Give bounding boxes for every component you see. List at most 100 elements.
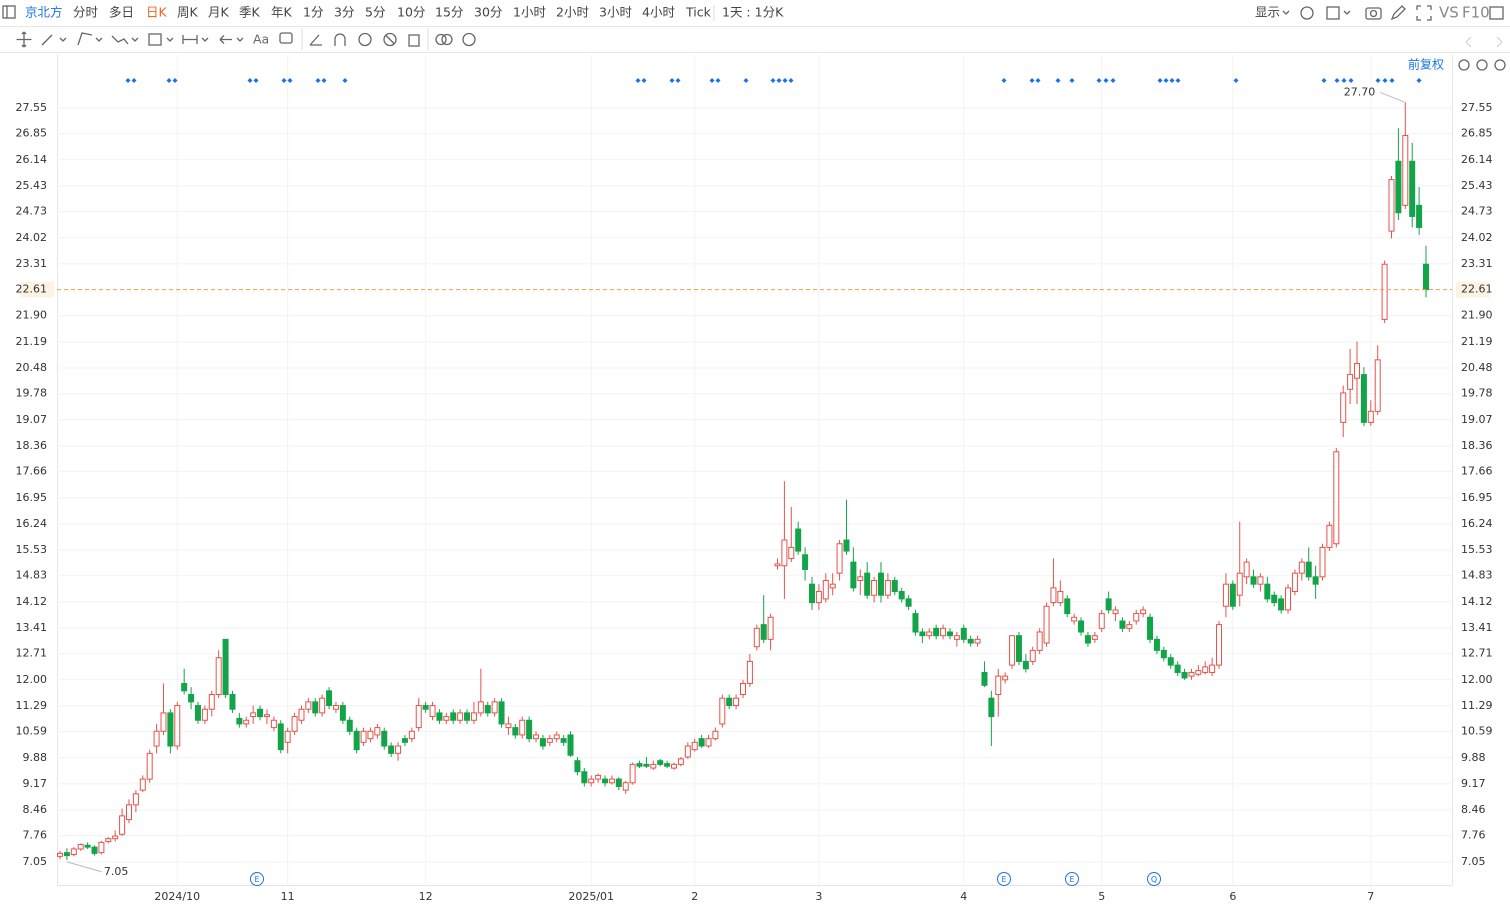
angle-tool[interactable] (309, 34, 322, 46)
event-marker[interactable] (287, 78, 293, 83)
event-marker[interactable] (1055, 78, 1061, 83)
zoom-out-icon[interactable] (1476, 59, 1488, 71)
period-tab[interactable]: 日K (146, 5, 168, 20)
event-marker[interactable] (1110, 78, 1116, 83)
camera-icon[interactable] (1365, 7, 1382, 20)
event-marker[interactable] (1163, 78, 1169, 83)
period-tab[interactable]: 年K (271, 5, 293, 20)
zoom-in-icon[interactable] (1494, 59, 1506, 71)
measure-tool[interactable] (182, 35, 198, 44)
display-menu[interactable]: 显示 (1255, 5, 1280, 20)
delete-tool[interactable] (408, 34, 420, 47)
event-marker[interactable] (1069, 78, 1075, 83)
event-marker[interactable] (770, 78, 776, 83)
redo-icon[interactable] (1496, 36, 1503, 48)
event-marker[interactable] (1375, 78, 1381, 83)
channel-tool[interactable] (77, 32, 93, 46)
event-marker[interactable] (1416, 78, 1422, 83)
period-tab[interactable]: 1分 (303, 5, 323, 20)
fib-tool[interactable] (148, 33, 162, 46)
undo-icon[interactable] (1465, 36, 1472, 48)
event-marker[interactable] (743, 78, 749, 83)
period-tab[interactable]: 周K (177, 5, 199, 20)
event-marker[interactable] (1096, 78, 1102, 83)
event-marker[interactable] (1103, 78, 1109, 83)
period-tab[interactable]: 15分 (435, 5, 463, 20)
fullscreen-icon[interactable] (1416, 5, 1432, 21)
layout-icon[interactable] (1326, 6, 1340, 20)
period-tab[interactable]: 1小时 (513, 5, 546, 20)
f10-button[interactable]: F10 (1462, 4, 1490, 22)
event-marker[interactable] (1169, 78, 1175, 83)
period-tab[interactable]: 4小时 (642, 5, 675, 20)
event-marker[interactable] (1233, 78, 1239, 83)
hide-tool[interactable] (383, 32, 397, 47)
period-tab[interactable]: 3分 (334, 5, 354, 20)
event-badge[interactable] (997, 872, 1011, 886)
text-tool[interactable]: Aa (253, 32, 269, 47)
period-tab[interactable]: 月K (208, 5, 230, 20)
event-marker[interactable] (1157, 78, 1163, 83)
event-marker[interactable] (709, 78, 715, 83)
event-marker[interactable] (675, 78, 681, 83)
event-marker[interactable] (1341, 78, 1347, 83)
event-marker[interactable] (641, 78, 647, 83)
pen-icon[interactable] (1390, 5, 1406, 21)
event-marker[interactable] (247, 78, 253, 83)
lock-tool[interactable] (358, 32, 372, 47)
event-marker[interactable] (281, 78, 287, 83)
vs-button[interactable]: VS (1439, 4, 1459, 22)
event-marker[interactable] (166, 78, 172, 83)
event-marker[interactable] (1334, 78, 1340, 83)
panel-icon[interactable] (1489, 6, 1504, 20)
event-marker[interactable] (1029, 78, 1035, 83)
event-marker[interactable] (172, 78, 178, 83)
event-marker[interactable] (1348, 78, 1354, 83)
event-marker[interactable] (321, 78, 327, 83)
event-marker[interactable] (1035, 78, 1041, 83)
event-badge[interactable] (250, 872, 264, 886)
event-marker[interactable] (315, 78, 321, 83)
reset-icon[interactable] (1458, 59, 1470, 71)
period-tab[interactable]: 季K (239, 5, 261, 20)
settings-icon[interactable] (1300, 6, 1314, 20)
event-marker[interactable] (776, 78, 782, 83)
event-marker[interactable] (125, 78, 131, 83)
period-tab[interactable]: 5分 (365, 5, 385, 20)
event-marker[interactable] (1321, 78, 1327, 83)
period-tab[interactable]: 1天 : 1分K (722, 5, 784, 20)
event-marker[interactable] (788, 78, 794, 83)
pattern-tool[interactable] (111, 35, 129, 45)
event-badge[interactable] (1147, 872, 1161, 886)
move-tool[interactable] (16, 31, 32, 48)
sidebar-icon[interactable] (2, 5, 16, 19)
event-marker[interactable] (635, 78, 641, 83)
magnet-tool[interactable] (334, 33, 346, 46)
event-badge[interactable] (1065, 872, 1079, 886)
candle-body (339, 705, 346, 721)
chart-settings[interactable] (462, 32, 476, 47)
period-tab[interactable]: 多日 (109, 5, 134, 20)
arrow-tool[interactable] (219, 35, 232, 44)
period-tab[interactable]: Tick (685, 5, 712, 20)
event-marker[interactable] (669, 78, 675, 83)
event-marker[interactable] (715, 78, 721, 83)
period-tab[interactable]: 10分 (397, 5, 425, 20)
event-marker[interactable] (342, 78, 348, 83)
event-marker[interactable] (1001, 78, 1007, 83)
note-tool[interactable] (279, 32, 293, 44)
line-tool[interactable] (41, 34, 53, 46)
event-marker[interactable] (782, 78, 788, 83)
period-tab[interactable]: 分时 (73, 5, 99, 20)
event-marker[interactable] (131, 78, 137, 83)
period-tab[interactable]: 3小时 (599, 5, 632, 20)
event-marker[interactable] (1175, 78, 1181, 83)
event-marker[interactable] (253, 78, 259, 83)
period-tab[interactable]: 2小时 (556, 5, 589, 20)
period-tab[interactable]: 京北方 (25, 5, 63, 20)
period-tab[interactable]: 30分 (474, 5, 502, 20)
event-marker[interactable] (1382, 78, 1388, 83)
adjust-mode[interactable]: 前复权 (1408, 57, 1444, 72)
compare-tool[interactable] (435, 33, 447, 46)
event-marker[interactable] (1389, 78, 1395, 83)
